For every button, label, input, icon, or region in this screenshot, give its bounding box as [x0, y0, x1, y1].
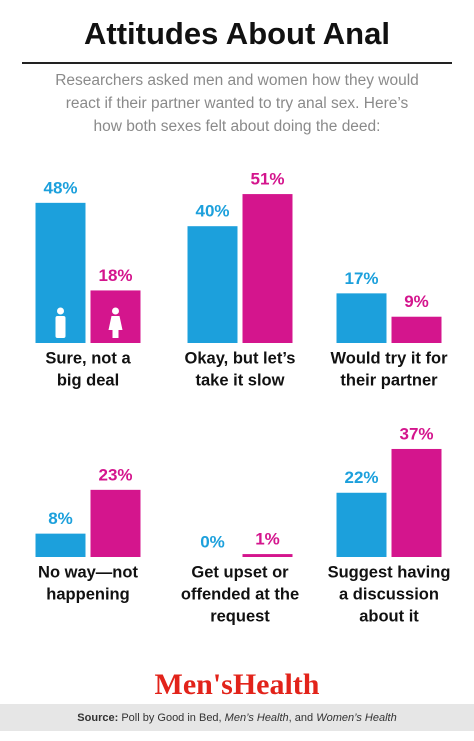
value-label: 18% — [98, 266, 132, 285]
category-label: Get upset or — [191, 563, 289, 581]
category-label: Suggest having — [328, 563, 451, 581]
category-label: request — [210, 607, 270, 625]
subtitle: react if their partner wanted to try ana… — [66, 95, 409, 112]
category-label: about it — [359, 607, 419, 625]
category-label: a discussion — [339, 585, 439, 603]
bar — [242, 194, 293, 343]
value-label: 51% — [250, 170, 284, 189]
category-label: take it slow — [196, 371, 285, 389]
logo: Men'sHealth — [155, 668, 320, 701]
bar — [187, 226, 238, 343]
value-label: 8% — [48, 509, 73, 528]
subtitle: Researchers asked men and women how they… — [55, 72, 419, 89]
bar — [391, 448, 442, 557]
value-label: 17% — [344, 269, 378, 288]
category-label: No way—not — [38, 563, 138, 581]
subtitle: how both sexes felt about doing the deed… — [94, 118, 381, 135]
category-label: Okay, but let’s — [185, 349, 296, 367]
source-label: Source: — [77, 712, 118, 724]
bar — [90, 489, 141, 557]
category-label: offended at the — [181, 585, 299, 603]
category-label: their partner — [340, 371, 438, 389]
value-label: 23% — [98, 465, 132, 484]
value-label: 48% — [43, 178, 77, 197]
category-label: big deal — [57, 371, 119, 389]
bar — [242, 554, 293, 557]
category-label: happening — [46, 585, 129, 603]
source-text: , and — [289, 712, 317, 724]
source: Source: Poll by Good in Bed, Men’s Healt… — [77, 712, 396, 724]
source-band — [0, 704, 474, 731]
bar — [35, 533, 86, 557]
value-label: 0% — [200, 532, 225, 551]
category-label: Sure, not a — [45, 349, 131, 367]
value-label: 1% — [255, 530, 280, 549]
value-label: 9% — [404, 292, 429, 311]
title: Attitudes About Anal — [84, 16, 390, 51]
man-icon — [55, 316, 66, 338]
source-text: Men’s Health — [225, 712, 289, 724]
bar — [336, 492, 387, 557]
category-label: Would try it for — [330, 349, 448, 367]
bar — [391, 316, 442, 343]
bar — [336, 293, 387, 343]
woman-icon — [112, 307, 119, 315]
source-text: Women’s Health — [316, 712, 397, 724]
value-label: 37% — [399, 424, 433, 443]
woman-icon — [108, 316, 123, 338]
value-label: 40% — [195, 202, 229, 221]
source-text: Poll by Good in Bed, — [118, 712, 224, 724]
man-icon — [57, 307, 64, 315]
value-label: 22% — [344, 468, 378, 487]
